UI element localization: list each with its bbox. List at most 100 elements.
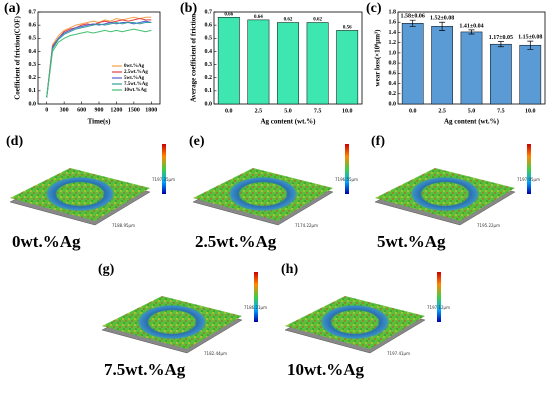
panel-label: (f) <box>371 134 385 149</box>
panel-label: (e) <box>189 134 205 149</box>
color-bar <box>345 144 349 194</box>
y-tick-label: 0.0 <box>389 101 397 107</box>
x-tick-label: 1500 <box>128 107 140 113</box>
error-bar <box>468 29 475 35</box>
y-tick-label: 0.2 <box>205 75 213 81</box>
y-tick-label: 1.2 <box>389 40 397 46</box>
bar <box>519 44 542 105</box>
x-tick-label: 1200 <box>110 107 122 113</box>
surface-panel: (f) 7197.05µm 7195.22µm 5wt.%Ag <box>371 134 540 251</box>
panel-label: (h) <box>281 262 298 277</box>
x-tick-label: 900 <box>95 107 104 113</box>
legend-label: 0wt.%Ag <box>124 64 145 69</box>
surface-panel: (e) 7196.55µm 7174.22µm 2.5wt.%Ag <box>189 134 358 251</box>
x-tick-label: 10.0 <box>525 108 536 114</box>
y-tick-label: 0.2 <box>389 91 397 97</box>
x-size: 7182.44µm <box>204 351 227 356</box>
y-tick-label: 0.5 <box>205 36 213 42</box>
y-tick-label: 0.7 <box>205 9 213 15</box>
x-tick-label: 0.0 <box>225 108 233 114</box>
x-tick-label: 0 <box>45 107 48 113</box>
y-tick-label: 0.3 <box>29 62 37 68</box>
x-tick-label: 7.5 <box>497 108 505 114</box>
y-tick-label: 0.8 <box>389 60 397 66</box>
panel-label: (c) <box>366 1 382 16</box>
y-axis-label: Coefficient of friction(COF) <box>14 16 22 100</box>
y-tick-label: 0.1 <box>205 88 213 94</box>
value-label: 0.62 <box>313 18 322 23</box>
panel-label: (a) <box>4 1 21 16</box>
bar <box>217 17 240 105</box>
value-label: 1.15±0.08 <box>518 35 542 41</box>
value-label: 1.17±0.05 <box>489 35 513 41</box>
error-bar <box>409 19 416 27</box>
y-tick-label: 0.6 <box>389 71 397 77</box>
y-tick-label: 1.6 <box>389 20 397 26</box>
y-tick-label: 0.3 <box>205 62 213 68</box>
bar <box>490 43 512 105</box>
y-axis-label: Average coefficient of friction <box>190 14 198 102</box>
y-tick-label: 0.6 <box>29 23 37 29</box>
x-tick-label: 600 <box>77 107 86 113</box>
x-size: 7188.95µm <box>112 223 135 228</box>
legend-label: 5wt.%Ag <box>124 76 145 81</box>
caption: 2.5wt.%Ag <box>195 232 277 251</box>
y-tick-label: 1.4 <box>389 30 397 36</box>
x-tick-label: 7.5 <box>314 108 322 114</box>
y-size: 7186.21µm <box>244 305 267 310</box>
color-bar <box>437 272 441 322</box>
value-label: 0.66 <box>224 12 233 17</box>
value-label: 0.62 <box>284 18 293 23</box>
x-tick-label: 1800 <box>145 107 157 113</box>
value-label: 1.58±0.06 <box>401 14 425 20</box>
x-tick-label: 0.0 <box>409 108 417 114</box>
bar <box>247 19 270 105</box>
y-size: 7196.55µm <box>335 177 358 182</box>
bar <box>401 22 424 105</box>
surface-panel: (d) 7197.35µm 7188.95µm 0wt.%Ag <box>6 134 175 251</box>
x-size: 7174.22µm <box>295 223 318 228</box>
caption: 10wt.%Ag <box>287 360 364 379</box>
y-size: 7197.12µm <box>427 305 450 310</box>
y-axis-label: wear loss(×10⁸μm³) <box>374 29 382 87</box>
y-tick-label: 0.5 <box>29 36 37 42</box>
x-tick-label: 300 <box>60 107 69 113</box>
series-line <box>46 28 152 98</box>
bar <box>431 26 453 105</box>
caption: 5wt.%Ag <box>377 232 446 251</box>
value-label: 1.41±0.04 <box>459 23 483 29</box>
y-tick-label: 0.4 <box>205 49 213 55</box>
error-bar <box>497 41 504 48</box>
x-tick-label: 2.5 <box>255 108 263 114</box>
bar <box>306 22 329 105</box>
y-size: 7197.05µm <box>517 177 540 182</box>
bar <box>460 31 483 105</box>
x-size: 7195.22µm <box>477 223 500 228</box>
panel-label: (b) <box>180 1 197 16</box>
series-line <box>46 20 152 98</box>
y-tick-label: 1.8 <box>389 9 397 15</box>
x-axis-label: Time(s) <box>88 118 111 126</box>
caption: 7.5wt.%Ag <box>104 360 186 379</box>
value-label: 1.52±0.08 <box>430 16 454 22</box>
error-bar <box>439 21 446 31</box>
color-bar <box>254 272 258 322</box>
x-tick-label: 2.5 <box>438 108 446 114</box>
y-tick-label: 0.0 <box>205 101 213 107</box>
y-tick-label: 0.1 <box>29 88 37 94</box>
x-tick-label: 10.0 <box>342 108 353 114</box>
series-line <box>46 21 152 98</box>
value-label: 0.56 <box>343 26 352 31</box>
y-size: 7197.35µm <box>152 177 175 182</box>
y-tick-label: 0.4 <box>389 81 397 87</box>
x-tick-label: 5.0 <box>468 108 476 114</box>
y-tick-label: 0.4 <box>29 49 37 55</box>
wear-track <box>315 302 395 342</box>
error-bar <box>527 40 534 50</box>
panel-label: (g) <box>98 262 115 277</box>
y-tick-label: 0.2 <box>29 75 37 81</box>
value-label: 0.64 <box>254 15 263 20</box>
wear-track <box>132 302 212 342</box>
legend-label: 2.5wt.%Ag <box>124 70 148 75</box>
bar <box>336 30 359 105</box>
